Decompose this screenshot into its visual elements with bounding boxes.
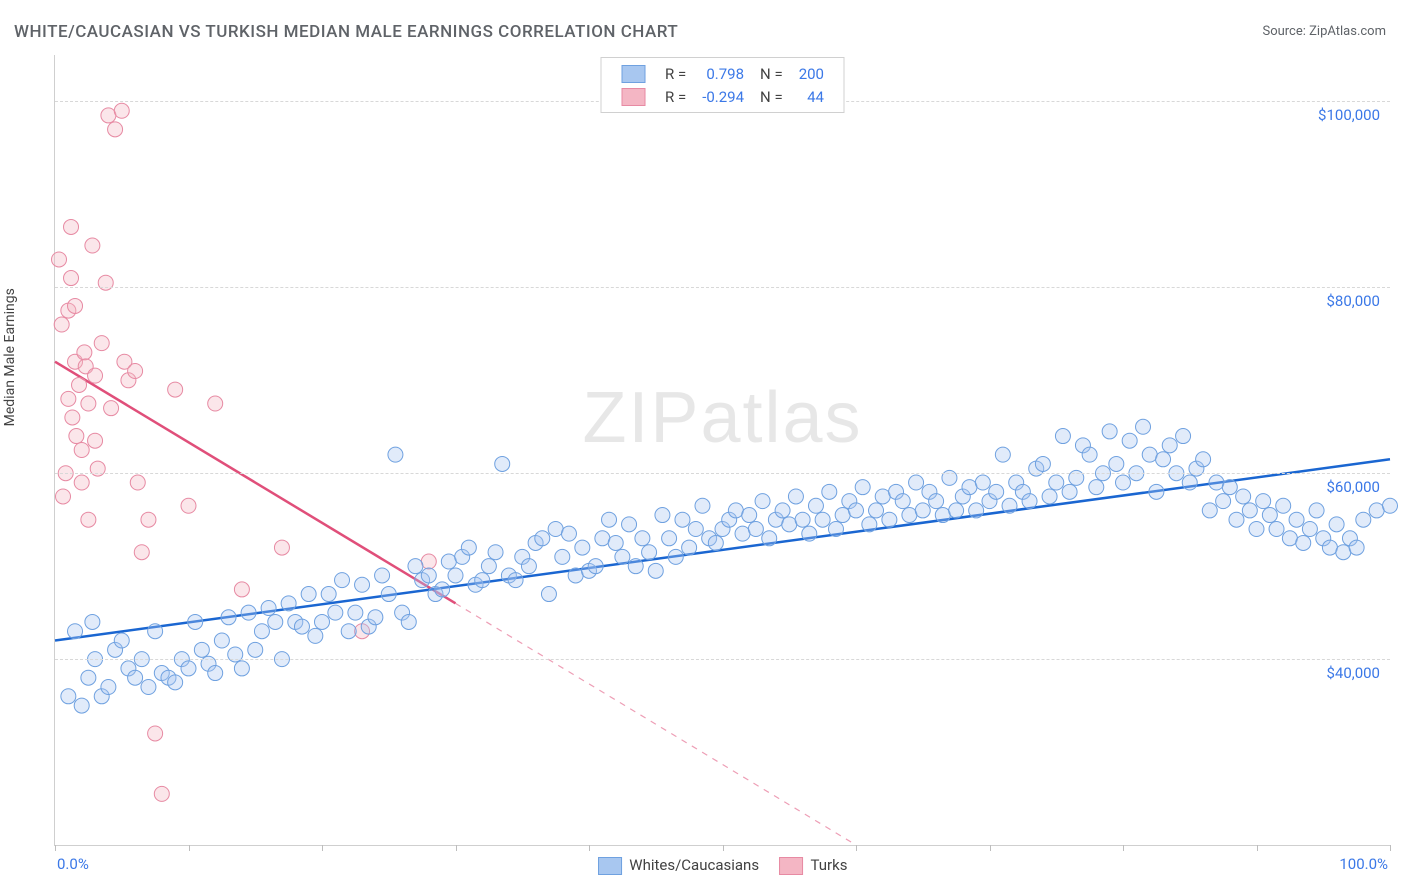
x-tick (322, 845, 323, 851)
x-tick (856, 845, 857, 851)
r-value: 0.798 (694, 62, 752, 85)
legend-swatch (598, 857, 622, 875)
legend-item: Turks (779, 856, 847, 874)
x-tick (456, 845, 457, 851)
y-tick-label: $40,000 (1324, 664, 1382, 682)
chart-title: WHITE/CAUCASIAN VS TURKISH MEDIAN MALE E… (14, 22, 678, 42)
r-label: R = (657, 62, 694, 85)
x-tick (723, 845, 724, 851)
gridline (55, 473, 1390, 474)
plot-svg (55, 55, 1390, 845)
x-tick (55, 845, 56, 851)
legend-swatch (621, 88, 645, 106)
legend-item: Whites/Caucasians (598, 856, 760, 874)
x-tick (189, 845, 190, 851)
legend-swatch (621, 65, 645, 83)
correlation-table: R =0.798N =200R =-0.294N =44 (613, 62, 832, 108)
correlation-legend: R =0.798N =200R =-0.294N =44 (600, 57, 845, 113)
y-tick-label: $100,000 (1316, 106, 1382, 124)
n-value: 200 (791, 62, 832, 85)
gridline (55, 287, 1390, 288)
legend-row: R =0.798N =200 (613, 62, 832, 85)
legend-label: Turks (811, 856, 848, 874)
x-tick (589, 845, 590, 851)
y-tick-label: $80,000 (1324, 292, 1382, 310)
n-value: 44 (791, 85, 832, 108)
y-axis-label: Median Male Earnings (2, 288, 18, 426)
gridline (55, 659, 1390, 660)
x-tick (1123, 845, 1124, 851)
x-tick-label: 100.0% (1339, 855, 1388, 873)
y-tick-label: $60,000 (1324, 478, 1382, 496)
series-legend: Whites/Caucasians Turks (588, 856, 858, 875)
chart-container: WHITE/CAUCASIAN VS TURKISH MEDIAN MALE E… (0, 0, 1406, 892)
r-value: -0.294 (694, 85, 752, 108)
x-tick (1257, 845, 1258, 851)
legend-label: Whites/Caucasians (629, 856, 759, 874)
n-label: N = (752, 85, 791, 108)
r-label: R = (657, 85, 694, 108)
legend-swatch (779, 857, 803, 875)
plot-area: ZIPatlas R =0.798N =200R =-0.294N =44 Wh… (54, 55, 1390, 846)
n-label: N = (752, 62, 791, 85)
source-label: Source: ZipAtlas.com (1262, 24, 1386, 39)
x-tick-label: 0.0% (57, 855, 89, 873)
x-tick (990, 845, 991, 851)
legend-row: R =-0.294N =44 (613, 85, 832, 108)
x-tick (1390, 845, 1391, 851)
